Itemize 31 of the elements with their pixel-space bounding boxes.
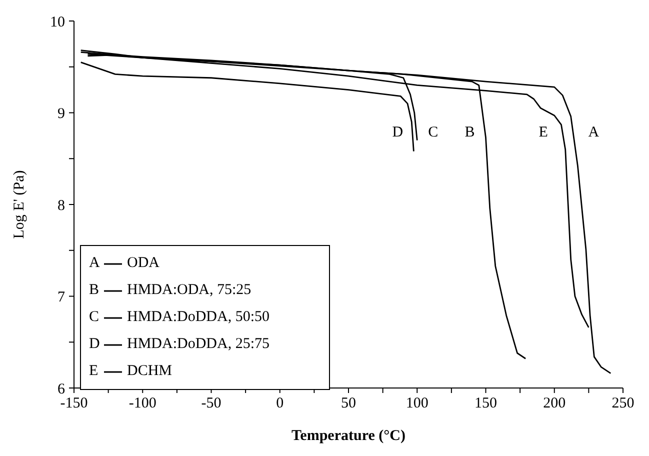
y-tick-label: 8 [58,198,65,214]
y-tick-label: 7 [58,290,66,306]
x-tick-label: -50 [201,396,222,412]
y-tick-label: 6 [58,381,66,398]
text: D [89,336,100,352]
annotation: E [538,124,548,140]
x-tick-label: -150 [60,396,88,412]
annotation: D [392,124,404,140]
legend-label: HMDA:DoDDA, 25:75 [127,336,270,353]
text: C [89,309,100,325]
x-tick-label: 0 [276,396,284,412]
legend-label: HMDA:DoDDA, 50:50 [127,309,270,326]
legend-label: DCHM [127,363,172,380]
annotation: B [464,124,475,140]
x-tick-label: 250 [612,396,634,412]
legend-label: ODA [127,255,160,272]
x-tick-label: 100 [406,396,428,412]
y-tick-label: 9 [58,106,65,122]
text: E [89,363,98,379]
x-tick-label: -100 [128,396,156,412]
text: B [89,282,100,298]
x-tick-label: 200 [543,396,566,412]
annotation: C [428,124,438,140]
y-tick-label: 10 [50,14,65,30]
x-axis-title: Temperature (°C) [292,428,406,444]
y-axis-title: Log E' (Pa) [11,170,28,239]
x-tick-label: 50 [341,396,356,412]
x-tick-label: 150 [474,396,497,412]
annotation: A [588,124,600,140]
text: A [89,255,100,271]
legend-label: HMDA:ODA, 75:25 [127,282,252,299]
